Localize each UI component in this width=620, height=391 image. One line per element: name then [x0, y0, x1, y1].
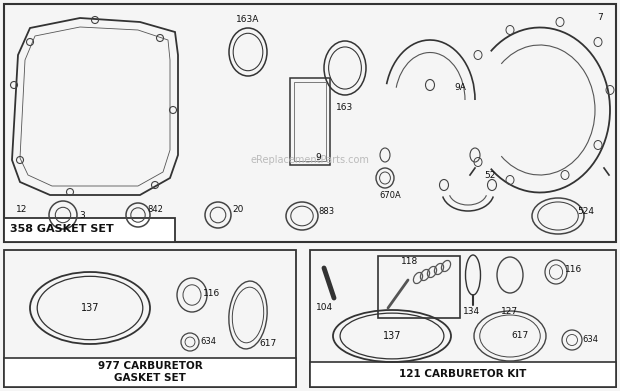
Bar — [4, 250, 296, 387]
Text: 634: 634 — [582, 335, 598, 344]
Text: 116: 116 — [565, 265, 583, 274]
Bar — [310, 250, 616, 387]
Text: 163A: 163A — [236, 16, 260, 25]
Text: 163: 163 — [337, 104, 353, 113]
Text: 9: 9 — [315, 154, 321, 163]
Text: 617: 617 — [512, 332, 529, 341]
Bar — [4, 4, 616, 242]
Text: 358 GASKET SET: 358 GASKET SET — [10, 224, 113, 234]
Text: 617: 617 — [259, 339, 277, 348]
Text: 3: 3 — [79, 210, 85, 219]
Bar — [290, 78, 330, 165]
Text: 977 CARBURETOR
GASKET SET: 977 CARBURETOR GASKET SET — [97, 361, 202, 383]
Text: 883: 883 — [318, 208, 334, 217]
Text: 670A: 670A — [379, 192, 401, 201]
Text: 116: 116 — [203, 289, 221, 298]
Bar — [4, 218, 175, 242]
Text: 7: 7 — [597, 14, 603, 23]
Text: 634: 634 — [200, 337, 216, 346]
Text: 52: 52 — [484, 172, 495, 181]
Text: 127: 127 — [502, 307, 518, 316]
Text: 12: 12 — [16, 206, 28, 215]
Text: 104: 104 — [316, 303, 334, 312]
Text: 121 CARBURETOR KIT: 121 CARBURETOR KIT — [399, 369, 526, 379]
Text: 137: 137 — [383, 331, 401, 341]
Bar — [310, 362, 616, 387]
Text: 134: 134 — [463, 307, 480, 316]
Text: eReplacementParts.com: eReplacementParts.com — [250, 155, 370, 165]
Bar — [294, 82, 326, 161]
Text: 137: 137 — [81, 303, 99, 313]
Text: 524: 524 — [577, 208, 595, 217]
Text: 842: 842 — [147, 206, 163, 215]
Text: 9A: 9A — [454, 84, 466, 93]
Text: 20: 20 — [232, 206, 244, 215]
Text: 118: 118 — [401, 256, 418, 265]
Bar — [378, 256, 460, 318]
Bar — [4, 358, 296, 387]
